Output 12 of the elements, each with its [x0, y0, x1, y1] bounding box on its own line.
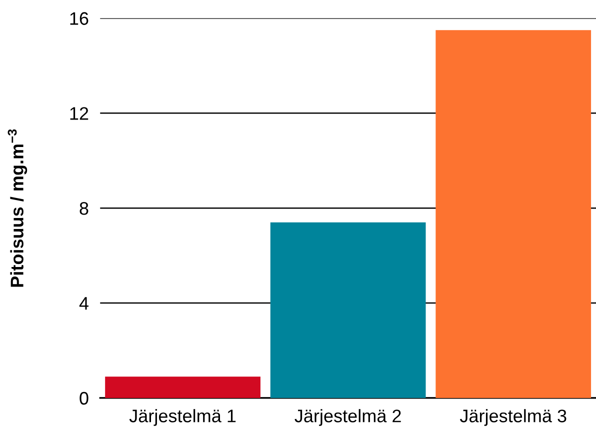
y-tick-label: 16	[70, 12, 88, 25]
bar	[105, 376, 260, 398]
y-axis-title: Pitoisuus / mg.m$^{−3}$	[8, 129, 28, 287]
y-tick-label: 12	[70, 107, 88, 120]
x-tick-label: Järjestelmä 3	[460, 409, 566, 426]
x-tick-label: Järjestelmä 1	[129, 409, 236, 426]
y-tick-label: 8	[80, 202, 88, 215]
y-tick-label: 4	[79, 297, 88, 310]
y-tick-label: 0	[80, 392, 88, 405]
x-tick-label: Järjestelmä 2	[294, 409, 401, 426]
bar	[270, 222, 426, 398]
bar	[436, 30, 592, 398]
